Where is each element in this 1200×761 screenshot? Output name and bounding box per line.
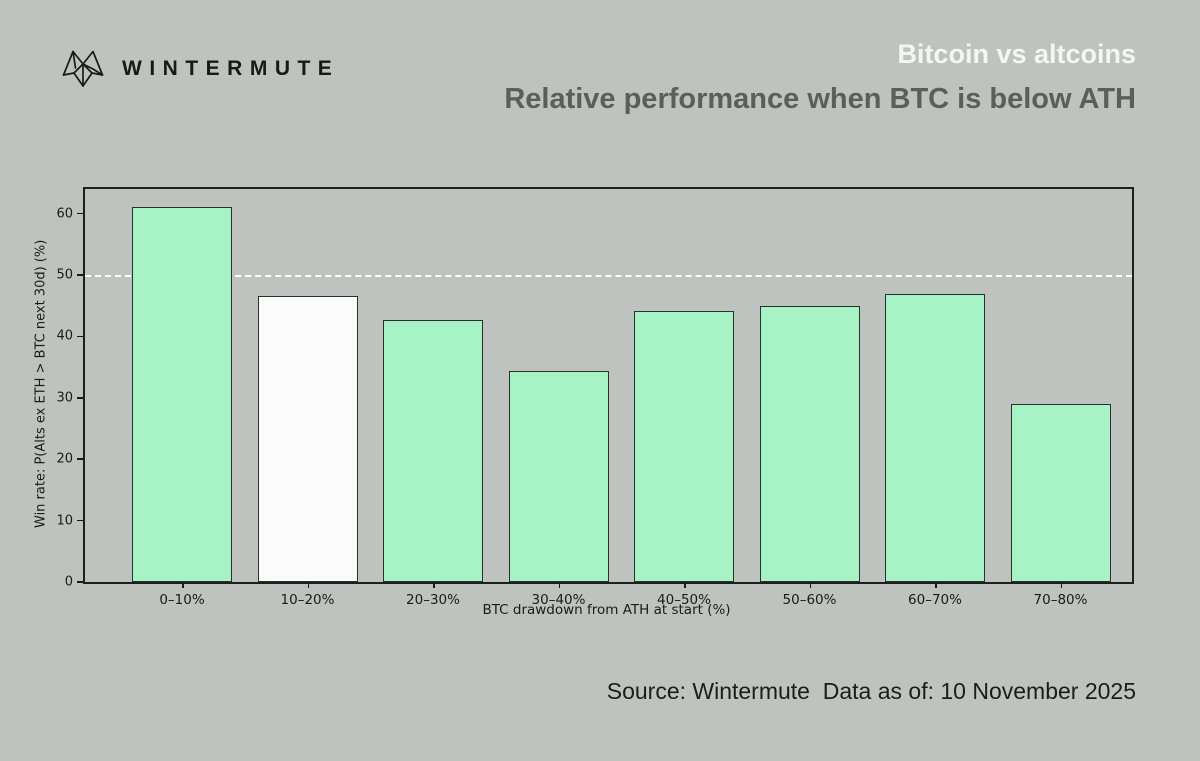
- brand-wordmark: WINTERMUTE: [122, 57, 340, 80]
- bar-40–50%: [634, 310, 734, 582]
- wintermute-logo-icon: [60, 48, 106, 90]
- reference-line-50pct: [85, 274, 1132, 277]
- y-tick-label: 20: [56, 451, 73, 467]
- x-tick-label: 0–10%: [159, 592, 205, 608]
- x-tick-mark: [684, 582, 686, 588]
- x-tick-label: 70–80%: [1033, 592, 1088, 608]
- x-tick-mark: [307, 582, 309, 588]
- x-tick-label: 40–50%: [657, 592, 711, 608]
- x-tick-label: 60–70%: [908, 592, 962, 608]
- x-tick-label: 30–40%: [531, 592, 586, 608]
- x-tick-mark: [809, 582, 811, 588]
- y-tick-mark: [77, 212, 83, 215]
- y-tick-mark: [77, 519, 83, 522]
- bar-50–60%: [759, 305, 860, 582]
- y-tick-mark: [77, 458, 83, 460]
- bar-0–10%: [132, 207, 232, 582]
- bar-70–80%: [1010, 403, 1111, 582]
- x-tick-mark: [935, 582, 937, 588]
- wintermute-logo: WINTERMUTE: [60, 48, 339, 90]
- y-tick-label: 10: [56, 513, 73, 529]
- x-tick-label: 20–30%: [406, 592, 460, 608]
- plot-area: 0–10% 10–20% 20–30% 30–40% 40–50% 50–60% 60–70…: [56, 187, 1134, 608]
- source-text: Source: Wintermute Data as of: 10 Novemb…: [606, 678, 1136, 704]
- y-tick-mark: [77, 335, 83, 338]
- title-block: Bitcoin vs altcoins Relative performance…: [504, 39, 1136, 116]
- x-tick-label: 10–20%: [280, 592, 335, 608]
- x-tick-mark: [558, 582, 560, 588]
- y-tick-label: 30: [56, 390, 73, 406]
- bar-30–40%: [508, 371, 609, 582]
- x-tick-label: 50–60%: [782, 592, 837, 608]
- bar-20–30%: [383, 320, 483, 582]
- x-tick-mark: [182, 582, 184, 588]
- y-tick-label: 0: [64, 574, 73, 590]
- chart-title: Bitcoin vs altcoins: [897, 39, 1136, 69]
- bar-60–70%: [885, 294, 985, 582]
- y-tick-mark: [77, 274, 83, 276]
- y-tick-mark: [77, 397, 83, 399]
- x-axis-label: BTC drawdown from ATH at start (%): [482, 602, 731, 618]
- x-tick-mark: [433, 582, 435, 588]
- y-tick-mark: [77, 581, 83, 583]
- bar-10–20%: [257, 296, 358, 582]
- chart-subtitle: Relative performance when BTC is below A…: [504, 82, 1136, 115]
- y-tick-label: 50: [56, 267, 73, 283]
- y-tick-label: 60: [56, 206, 73, 222]
- y-axis-label: Win rate: P(Alts ex ETH > BTC next 30d) …: [33, 239, 49, 528]
- x-tick-mark: [1060, 582, 1062, 588]
- y-tick-label: 40: [56, 328, 73, 344]
